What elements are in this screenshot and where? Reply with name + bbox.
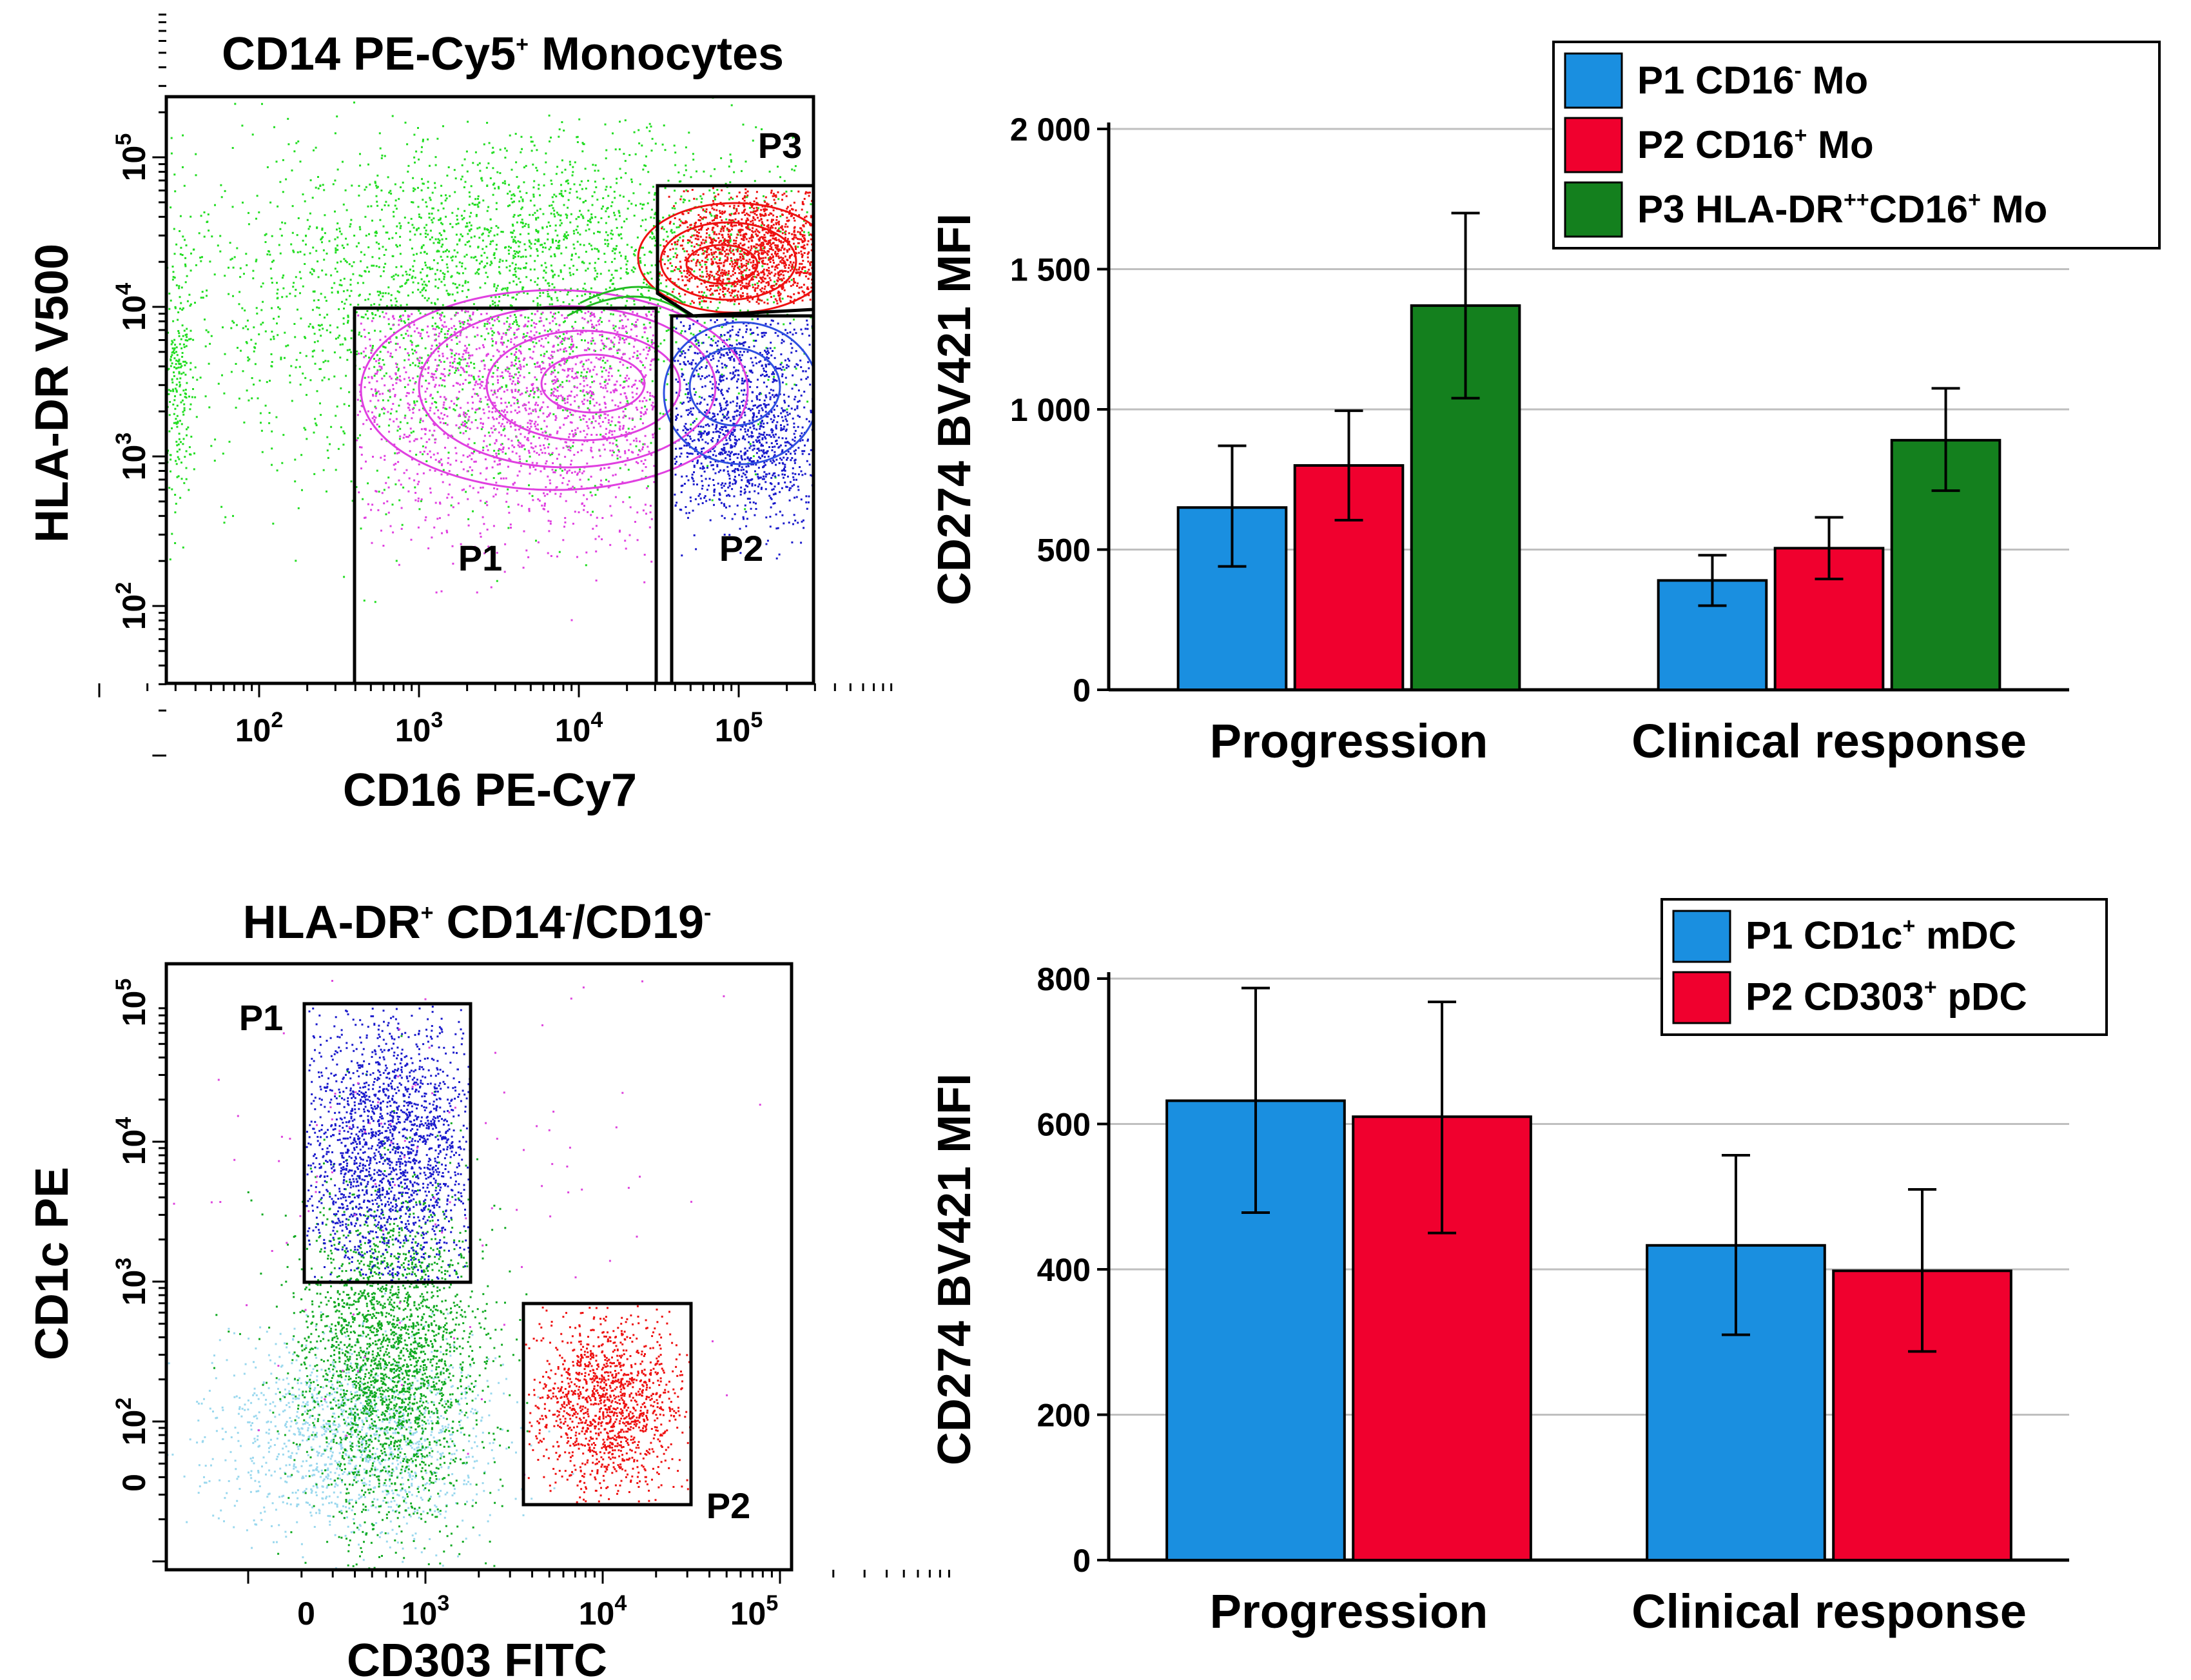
bar-chart-monocytes: 0 500 1 000 1 500 2 000 Progression Clinical r… [929, 41, 2161, 768]
legend-box [1552, 41, 2161, 249]
legend-box [1660, 898, 2108, 1036]
flow-scatter-events [166, 980, 761, 1570]
y-tick-label: 400 [1037, 1252, 1091, 1288]
gate-p3 [656, 184, 815, 318]
event-dots [213, 1035, 529, 1570]
gate-label-p2: P2 [719, 528, 764, 569]
x-axis-label: CD16 PE-Cy7 [343, 765, 637, 816]
y-tick-label: 500 [1037, 532, 1091, 569]
y-tick-label: 102 [112, 1398, 152, 1446]
y-tick-label: 103 [112, 1258, 152, 1306]
x-tick-label: 0 [297, 1596, 315, 1632]
category-label: Clinical response [1631, 1585, 2027, 1638]
x-axis-label: CD303 FITC [347, 1635, 607, 1680]
legend-swatch [1672, 971, 1731, 1024]
event-dots [173, 980, 761, 1476]
gate-p1 [302, 1002, 472, 1284]
legend-label: P1 CD1c+ mDC [1746, 914, 2016, 957]
y-tick-label: 105 [112, 133, 152, 182]
y-tick-label: 200 [1037, 1398, 1091, 1434]
y-tick-label: 104 [112, 1117, 152, 1166]
x-tick-label: 102 [235, 708, 284, 748]
y-tick-label: 104 [112, 283, 152, 331]
y-tick-label: 103 [112, 433, 152, 481]
gate-label-p1: P1 [239, 997, 284, 1038]
flow-plot-frame [164, 962, 794, 1572]
flow-plot-title: CD14 PE-Cy5+ Monocytes [222, 28, 784, 80]
legend-swatch [1564, 117, 1623, 173]
category-label: Progression [1210, 1585, 1488, 1638]
legend-label: P1 CD16- Mo [1637, 59, 1868, 102]
x-tick-label: 104 [579, 1591, 627, 1632]
gate-p2 [521, 1302, 693, 1507]
event-dots [306, 1006, 471, 1282]
y-tick-label: 2 000 [1010, 112, 1091, 148]
legend-swatch [1672, 910, 1731, 963]
category-label: Progression [1210, 714, 1488, 768]
flow-plot-monocytes: CD14 PE-Cy5+ Monocytes P1 P2 P3 102 [0, 0, 893, 816]
x-tick-label: 105 [730, 1591, 779, 1632]
gate-label-p2: P2 [706, 1485, 751, 1526]
y-axis-label: CD274 BV421 MFI [929, 1073, 980, 1465]
y-axis-label: CD274 BV421 MFI [929, 213, 980, 605]
event-dots [673, 324, 814, 560]
flow-plot-frame [164, 95, 815, 685]
bar-chart-dendritic: 0 200 400 600 800 Progression Clinical respons… [929, 898, 2108, 1638]
gate-label-p3: P3 [758, 125, 803, 166]
legend-label: P3 HLA-DR++CD16+ Mo [1637, 188, 2047, 231]
legend-label: P2 CD16+ Mo [1637, 123, 1874, 166]
y-tick-label: 0 [116, 1474, 152, 1492]
x-tick-label: 105 [715, 708, 763, 748]
y-tick-label: 102 [112, 582, 152, 630]
x-tick-label: 103 [402, 1591, 450, 1632]
event-dots [525, 1305, 692, 1503]
event-dots [168, 97, 813, 603]
event-dots [166, 137, 206, 561]
y-tick-label: 0 [1073, 1543, 1091, 1579]
legend-label: P2 CD303+ pDC [1746, 975, 2027, 1019]
legend-swatch [1564, 181, 1623, 238]
x-tick-label: 103 [395, 708, 443, 748]
event-dots [674, 317, 813, 488]
flow-plot-dendritic: HLA-DR+ CD14-/CD19- P1 P2 0 103 104 105 … [0, 897, 950, 1680]
gate-label-p1: P1 [458, 538, 503, 578]
y-tick-label: 1 500 [1010, 252, 1091, 288]
legend-swatch [1564, 52, 1623, 109]
event-dots [166, 1282, 576, 1570]
y-axis-label: CD1c PE [26, 1167, 78, 1360]
y-tick-label: 800 [1037, 961, 1091, 997]
gate-p1 [353, 306, 658, 685]
y-tick-label: 600 [1037, 1107, 1091, 1143]
y-tick-label: 105 [112, 979, 152, 1027]
y-tick-label: 0 [1073, 672, 1091, 708]
y-axis-label: HLA-DR V500 [26, 244, 78, 543]
x-tick-label: 104 [555, 708, 603, 748]
category-label: Clinical response [1631, 714, 2027, 768]
y-tick-label: 1 000 [1010, 392, 1091, 428]
flow-plot-title: HLA-DR+ CD14-/CD19- [243, 897, 712, 948]
